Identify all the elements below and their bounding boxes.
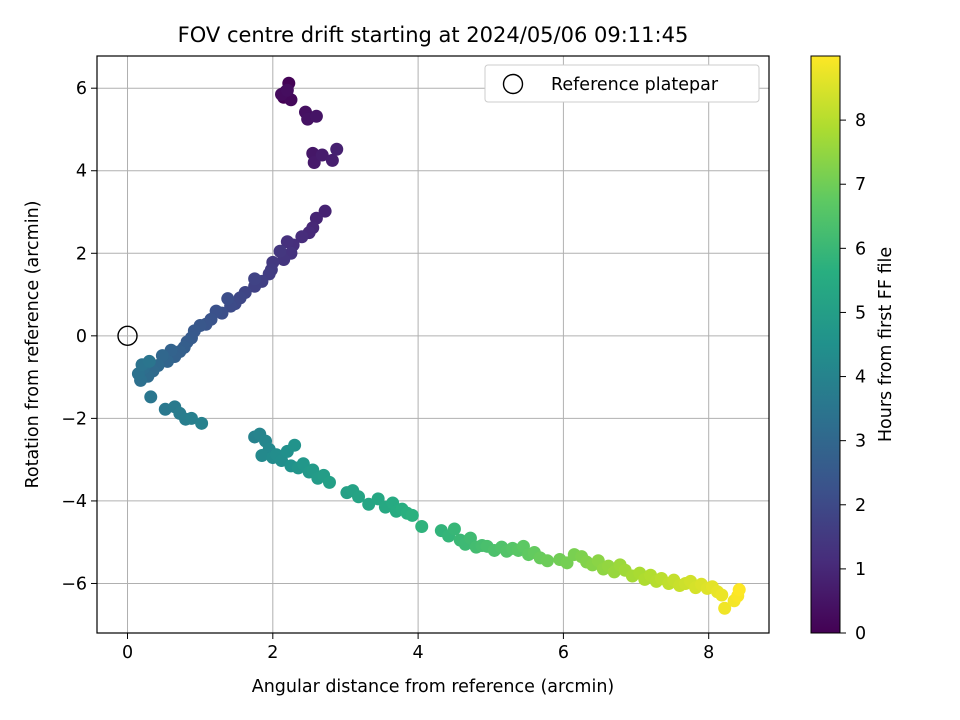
y-tick-label: −6: [61, 574, 87, 594]
scatter-point: [352, 490, 366, 504]
y-tick-label: −4: [61, 492, 87, 512]
colorbar-tick-label: 8: [855, 111, 866, 131]
grid-lines: [97, 56, 769, 633]
colorbar-gradient: [811, 56, 840, 633]
x-axis-ticks: 0 2 4 6 8: [122, 633, 714, 663]
colorbar-tick-label: 3: [855, 432, 866, 452]
y-axis-ticks: −6 −4 −2 0 2 4 6: [61, 79, 97, 594]
scatter-point: [318, 204, 332, 218]
y-tick-label: 2: [76, 244, 87, 264]
scatter-point: [280, 83, 294, 97]
x-tick-label: 4: [413, 643, 424, 663]
plot-frame: [96, 55, 770, 634]
colorbar-frame: [810, 55, 841, 634]
scatter-point: [248, 272, 262, 286]
scatter-point: [715, 588, 729, 602]
reference-marker-group: [117, 325, 138, 347]
scatter-point: [718, 601, 732, 615]
scatter-point: [273, 244, 287, 258]
scatter-point: [405, 508, 419, 522]
scatter-point: [330, 142, 344, 156]
colorbar-ticks: 0 1 2 3 4 5 6 7 8: [840, 111, 866, 644]
scatter-point: [415, 520, 429, 534]
x-tick-label: 0: [122, 643, 133, 663]
scatter-point: [155, 349, 169, 363]
scatter-point: [362, 497, 376, 511]
scatter-point: [540, 554, 554, 568]
scatter-point: [295, 230, 309, 244]
colorbar-tick-label: 4: [855, 368, 866, 388]
scatter-point: [325, 153, 339, 167]
colorbar-tick-label: 6: [855, 239, 866, 259]
x-tick-label: 2: [267, 643, 278, 663]
scatter-point: [184, 411, 198, 425]
colorbar-label: Hours from first FF file: [876, 247, 896, 442]
scatter-point: [195, 416, 209, 430]
colorbar-tick-label: 0: [855, 624, 866, 644]
scatter-point: [322, 475, 336, 489]
scatter-point: [255, 449, 269, 463]
legend-marker: [502, 73, 524, 95]
scatter-point: [144, 390, 158, 404]
colorbar: 0 1 2 3 4 5 6 7 8 Hours from first FF file: [810, 55, 896, 644]
colorbar-tick-label: 5: [855, 303, 866, 323]
y-tick-label: −2: [61, 409, 87, 429]
legend-box: [484, 64, 760, 103]
reference-marker: [117, 325, 138, 347]
x-tick-label: 6: [558, 643, 569, 663]
scatter-point: [732, 583, 746, 597]
colorbar-tick-label: 1: [855, 560, 866, 580]
scatter-point: [142, 354, 156, 368]
y-tick-label: 6: [76, 79, 87, 99]
legend: Reference platepar: [484, 64, 760, 103]
scatter-point: [280, 235, 294, 249]
scatter-point: [447, 522, 461, 536]
scatter-points: [131, 76, 746, 615]
y-axis-label: Rotation from reference (arcmin): [23, 201, 43, 489]
legend-entry: Reference platepar: [551, 75, 719, 95]
colorbar-tick-label: 7: [855, 175, 866, 195]
y-tick-label: 0: [76, 327, 87, 347]
scatter-point: [221, 292, 235, 306]
scatter-point: [288, 438, 302, 452]
scatter-point: [309, 109, 323, 123]
y-tick-label: 4: [76, 162, 87, 182]
x-axis-label: Angular distance from reference (arcmin): [252, 677, 615, 697]
chart-title: FOV centre drift starting at 2024/05/06 …: [178, 23, 689, 47]
scatter-point: [315, 148, 329, 162]
x-tick-label: 8: [703, 643, 714, 663]
colorbar-tick-label: 2: [855, 496, 866, 516]
